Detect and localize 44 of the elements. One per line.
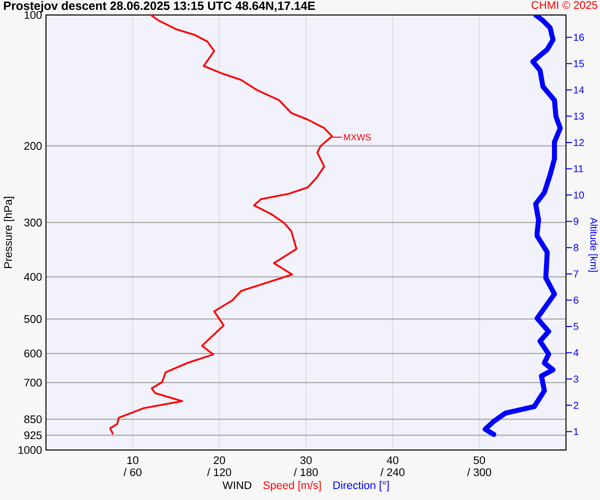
- y2-tick-label: 12: [574, 138, 584, 146]
- y2-tick-label: 15: [574, 60, 584, 68]
- x2-tick-label: / 180: [294, 468, 318, 476]
- y2-tick-label: 4: [573, 349, 578, 356]
- y2-tick-label: 14: [574, 86, 584, 94]
- x-tick-label: 20: [214, 456, 226, 464]
- y-tick-label: 700: [24, 378, 42, 386]
- chart-title: Prostejov descent 28.06.2025 13:15 UTC 48.64N,17.14E: [4, 1, 315, 12]
- y2-tick-label: 2: [574, 402, 578, 409]
- y2-tick-label: 11: [574, 165, 584, 172]
- x2-tick-label: / 60: [124, 468, 142, 476]
- y2-tick-label: 9: [574, 218, 578, 225]
- y-tick-label: 300: [24, 218, 42, 226]
- text: CHMI © 2025: [532, 1, 598, 9]
- y2-tick-label: 3: [574, 375, 578, 383]
- y2-tick-label: 13: [574, 112, 584, 120]
- y2-tick-label: 5: [574, 322, 578, 330]
- x2-tick-label: / 240: [380, 468, 404, 476]
- y2-tick-label: 16: [574, 34, 584, 41]
- y2-tick-label: 10: [574, 191, 584, 199]
- x-tick-label: 50: [474, 456, 486, 464]
- x2-tick-label: / 300: [467, 468, 492, 476]
- x-tick-label: 10: [127, 456, 138, 464]
- x-tick-label: 30: [300, 456, 312, 464]
- y-tick-label: 850: [24, 415, 42, 424]
- x-axis-title: WIND: [222, 481, 252, 490]
- y-tick-label: 600: [24, 350, 42, 358]
- y-tick-label: 1000: [18, 446, 42, 454]
- y-tick-label: 500: [24, 315, 42, 323]
- x2-tick-label: / 120: [207, 468, 232, 476]
- annotation: MXWS: [344, 134, 371, 140]
- text: Speed [m/s]: [263, 481, 321, 492]
- y-tick-label: 400: [24, 272, 42, 281]
- y-axis-title: Pressure [hPa]: [4, 196, 14, 268]
- y-tick-label: 200: [24, 142, 42, 150]
- y2-axis-title: Altitude [km]: [588, 217, 598, 272]
- text: Direction [°]: [333, 481, 389, 492]
- x-tick-label: 40: [386, 456, 398, 464]
- y2-tick-label: 7: [574, 270, 578, 278]
- y2-tick-label: 8: [574, 244, 578, 252]
- y2-tick-label: 6: [574, 296, 578, 304]
- y2-tick-label: 1: [574, 428, 578, 436]
- y-tick-label: 100: [24, 11, 42, 19]
- y-tick-label: 925: [24, 431, 42, 440]
